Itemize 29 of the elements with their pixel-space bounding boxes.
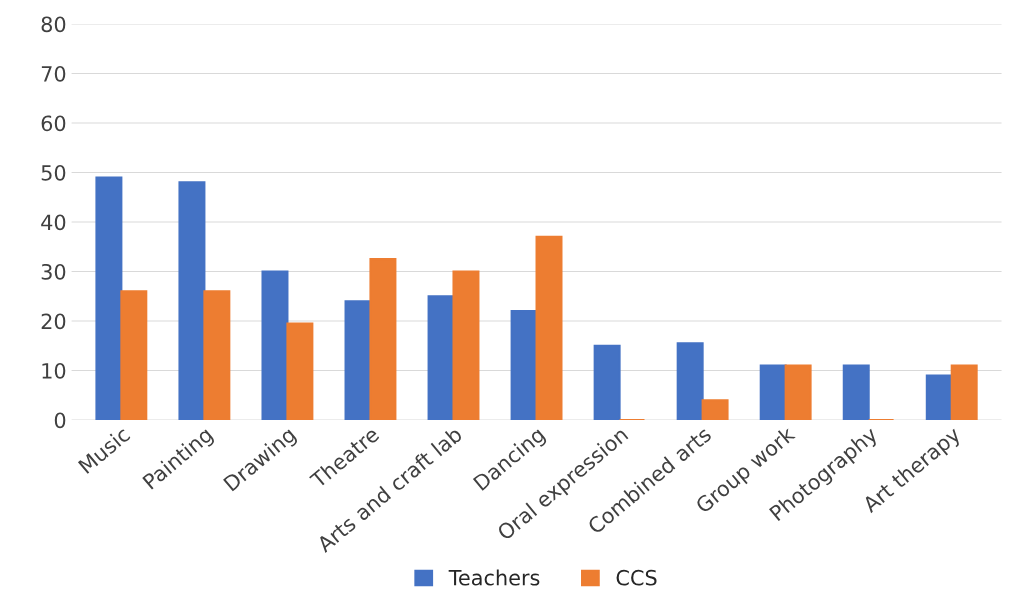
y-tick-label: 60 (41, 115, 66, 132)
y-tick-label: 50 (41, 164, 66, 181)
bar (95, 176, 123, 420)
bar (535, 235, 563, 420)
y-tick-label: 0 (54, 412, 66, 429)
bar (286, 322, 314, 420)
bar (784, 364, 812, 420)
y-tick-label: 20 (41, 313, 66, 330)
bar (676, 342, 704, 420)
legend-label: CCS (616, 569, 657, 586)
bar (203, 290, 231, 420)
bar (842, 364, 870, 420)
bar (120, 290, 148, 420)
bar (178, 181, 206, 420)
bar (759, 364, 787, 420)
y-tick-label: 30 (41, 263, 66, 280)
legend-label: Teachers (448, 569, 540, 586)
bar (369, 258, 397, 420)
y-tick-label: 70 (41, 65, 66, 82)
bar (593, 344, 621, 420)
bar (925, 374, 953, 420)
y-tick-label: 10 (42, 362, 66, 379)
bar (950, 364, 978, 420)
bar (261, 270, 289, 420)
bar (701, 399, 729, 420)
y-tick-label: 40 (41, 214, 66, 231)
bar (452, 270, 480, 420)
bar (510, 310, 538, 420)
y-tick-label: 80 (41, 16, 66, 33)
